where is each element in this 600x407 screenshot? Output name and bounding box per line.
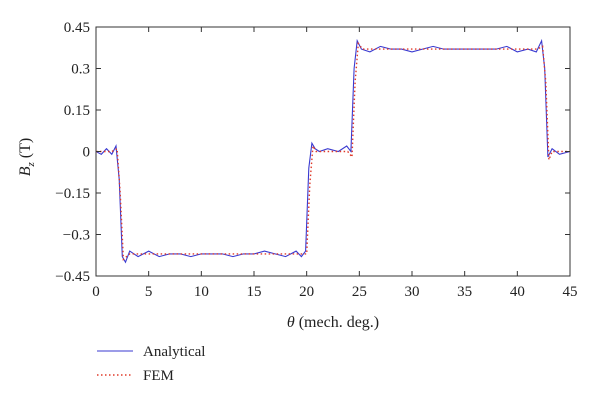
y-tick-label: −0.45 (55, 269, 90, 285)
axis-ticks: 0 5 10 15 20 25 30 35 40 45 0.45 0.3 0.15 0 −0.15 −0.3 −… (55, 20, 577, 300)
x-tick-label: 45 (563, 284, 578, 300)
x-tick-label: 15 (247, 284, 262, 300)
x-tick-label: 40 (510, 284, 525, 300)
y-tick-label: −0.3 (63, 228, 90, 244)
x-tick-label: 20 (299, 284, 314, 300)
legend-label-fem: FEM (143, 368, 174, 384)
y-tick-label: 0.15 (64, 103, 90, 119)
legend: Analytical FEM (97, 344, 205, 384)
x-tick-label: 35 (457, 284, 472, 300)
y-axis-label: Bz (T) (17, 138, 37, 177)
x-axis-label: θ (mech. deg.) (287, 314, 379, 331)
series-line-fem (96, 41, 570, 261)
x-tick-label: 0 (92, 284, 100, 300)
y-tick-label: 0.3 (71, 62, 90, 78)
x-tick-label: 25 (352, 284, 367, 300)
series-layer (95, 38, 571, 264)
x-tick-label: 30 (405, 284, 420, 300)
legend-label-analytical: Analytical (143, 344, 205, 360)
y-tick-label: −0.15 (55, 186, 90, 202)
x-tick-label: 10 (194, 284, 209, 300)
y-tick-label: 0 (83, 145, 91, 161)
x-tick-label: 5 (145, 284, 153, 300)
y-tick-label: 0.45 (64, 20, 90, 36)
